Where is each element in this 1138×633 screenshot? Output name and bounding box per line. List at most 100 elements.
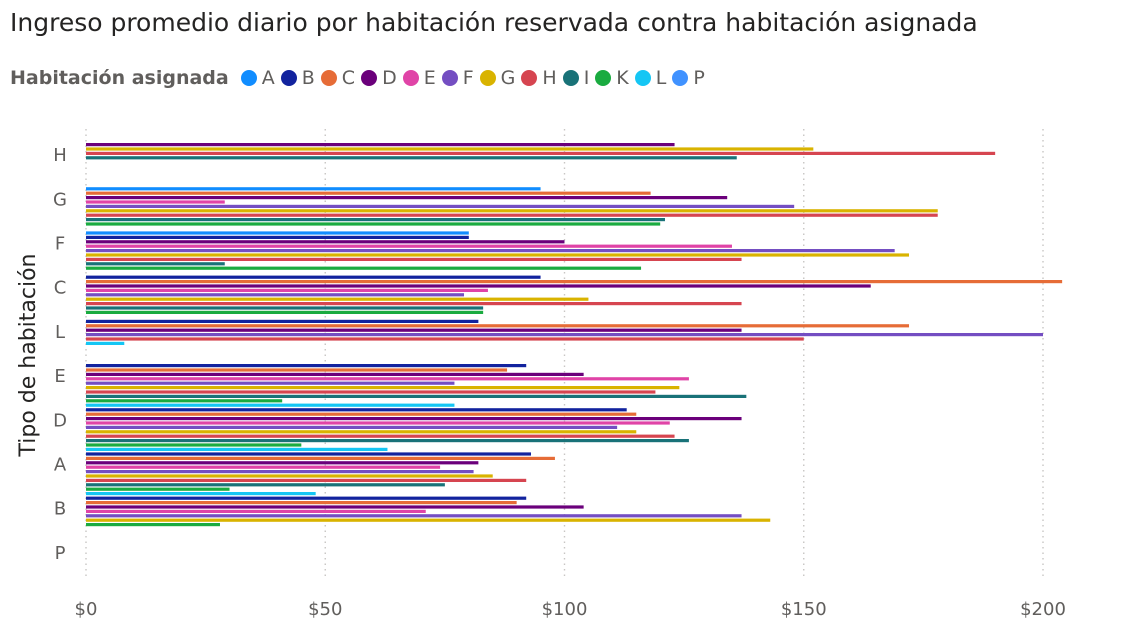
bar-g-h[interactable] — [86, 213, 938, 217]
bar-f-d[interactable] — [86, 240, 565, 244]
bar-f-e[interactable] — [86, 244, 732, 248]
legend-swatch-a — [240, 70, 257, 86]
bar-b-k[interactable] — [86, 523, 220, 527]
bar-c-i[interactable] — [86, 306, 484, 310]
bar-a-g[interactable] — [86, 474, 493, 478]
bar-f-h[interactable] — [86, 257, 742, 261]
legend-item-p[interactable]: P — [672, 67, 705, 89]
bar-e-b[interactable] — [86, 364, 527, 368]
bar-c-g[interactable] — [86, 297, 589, 301]
bar-b-g[interactable] — [86, 518, 771, 522]
bar-e-f[interactable] — [86, 381, 455, 385]
bar-a-h[interactable] — [86, 478, 527, 482]
y-tick-label: P — [55, 543, 66, 564]
bar-l-c[interactable] — [86, 324, 910, 328]
x-tick-label: $150 — [781, 599, 827, 620]
bar-e-g[interactable] — [86, 386, 680, 390]
legend-item-k[interactable]: K — [595, 67, 629, 89]
bar-h-d[interactable] — [86, 143, 675, 147]
bar-d-c[interactable] — [86, 412, 637, 416]
bar-d-d[interactable] — [86, 417, 742, 421]
bar-h-g[interactable] — [86, 147, 814, 151]
bar-h-h[interactable] — [86, 151, 996, 155]
legend-label-h: H — [542, 67, 557, 89]
bar-b-e[interactable] — [86, 509, 426, 513]
legend-item-c[interactable]: C — [320, 67, 355, 89]
legend-label-g: G — [500, 67, 516, 89]
bar-d-l[interactable] — [86, 447, 388, 451]
x-tick-label: $200 — [1020, 599, 1066, 620]
bar-b-f[interactable] — [86, 514, 742, 518]
bar-l-b[interactable] — [86, 319, 479, 323]
bar-b-b[interactable] — [86, 496, 527, 500]
legend-item-e[interactable]: E — [402, 67, 436, 89]
bar-h-i[interactable] — [86, 156, 737, 160]
bar-a-f[interactable] — [86, 470, 474, 474]
legend-label-a: A — [261, 67, 275, 89]
legend-label-i: I — [583, 67, 590, 89]
legend-item-a[interactable]: A — [240, 67, 275, 89]
bar-f-b[interactable] — [86, 235, 469, 239]
bar-c-e[interactable] — [86, 288, 488, 292]
bar-d-b[interactable] — [86, 408, 627, 412]
bar-g-k[interactable] — [86, 222, 661, 226]
bar-e-h[interactable] — [86, 390, 656, 394]
bar-a-i[interactable] — [86, 483, 445, 487]
bar-c-f[interactable] — [86, 293, 465, 297]
bar-d-i[interactable] — [86, 439, 689, 443]
bar-d-f[interactable] — [86, 425, 618, 429]
bar-a-k[interactable] — [86, 487, 230, 491]
bar-e-e[interactable] — [86, 377, 689, 381]
legend-item-i[interactable]: I — [562, 67, 590, 89]
legend-item-b[interactable]: B — [280, 67, 315, 89]
bar-g-c[interactable] — [86, 191, 651, 195]
bar-f-g[interactable] — [86, 253, 910, 257]
bar-f-k[interactable] — [86, 266, 642, 270]
legend-item-l[interactable]: L — [634, 67, 666, 89]
bar-g-f[interactable] — [86, 204, 795, 208]
legend-item-d[interactable]: D — [361, 67, 397, 89]
bar-c-k[interactable] — [86, 310, 484, 314]
bar-g-d[interactable] — [86, 196, 728, 200]
bar-g-i[interactable] — [86, 218, 665, 222]
bar-d-e[interactable] — [86, 421, 670, 425]
legend-title: Habitación asignada — [10, 67, 229, 89]
bar-f-a[interactable] — [86, 231, 469, 235]
bar-f-i[interactable] — [86, 262, 225, 266]
legend-item-f[interactable]: F — [441, 67, 474, 89]
bar-l-f[interactable] — [86, 333, 1043, 337]
legend-swatch-k — [595, 70, 612, 86]
y-tick-label: D — [53, 410, 67, 431]
y-tick-label: G — [53, 189, 67, 210]
bar-g-e[interactable] — [86, 200, 225, 204]
bar-a-c[interactable] — [86, 456, 555, 460]
legend-item-h[interactable]: H — [521, 67, 557, 89]
bar-a-l[interactable] — [86, 492, 316, 496]
bar-b-d[interactable] — [86, 505, 584, 509]
bar-e-i[interactable] — [86, 394, 747, 398]
bar-a-e[interactable] — [86, 465, 441, 469]
bar-l-d[interactable] — [86, 328, 742, 332]
bar-e-k[interactable] — [86, 399, 283, 403]
legend-swatch-c — [320, 70, 337, 86]
bar-c-d[interactable] — [86, 284, 871, 288]
bar-g-a[interactable] — [86, 187, 541, 191]
bar-g-g[interactable] — [86, 209, 938, 213]
bar-l-h[interactable] — [86, 337, 804, 341]
legend-item-g[interactable]: G — [479, 67, 516, 89]
y-tick-label: B — [54, 499, 66, 520]
bar-d-k[interactable] — [86, 443, 302, 447]
bar-a-b[interactable] — [86, 452, 532, 456]
bar-d-g[interactable] — [86, 430, 637, 434]
bar-f-f[interactable] — [86, 249, 895, 253]
bar-c-c[interactable] — [86, 280, 1063, 284]
bar-e-d[interactable] — [86, 372, 584, 376]
bar-l-l[interactable] — [86, 341, 125, 345]
bar-b-c[interactable] — [86, 501, 517, 505]
bar-e-c[interactable] — [86, 368, 508, 372]
bar-a-d[interactable] — [86, 461, 479, 465]
bar-e-l[interactable] — [86, 403, 455, 407]
bar-d-h[interactable] — [86, 434, 675, 438]
bar-c-h[interactable] — [86, 302, 742, 306]
bar-c-b[interactable] — [86, 275, 541, 279]
